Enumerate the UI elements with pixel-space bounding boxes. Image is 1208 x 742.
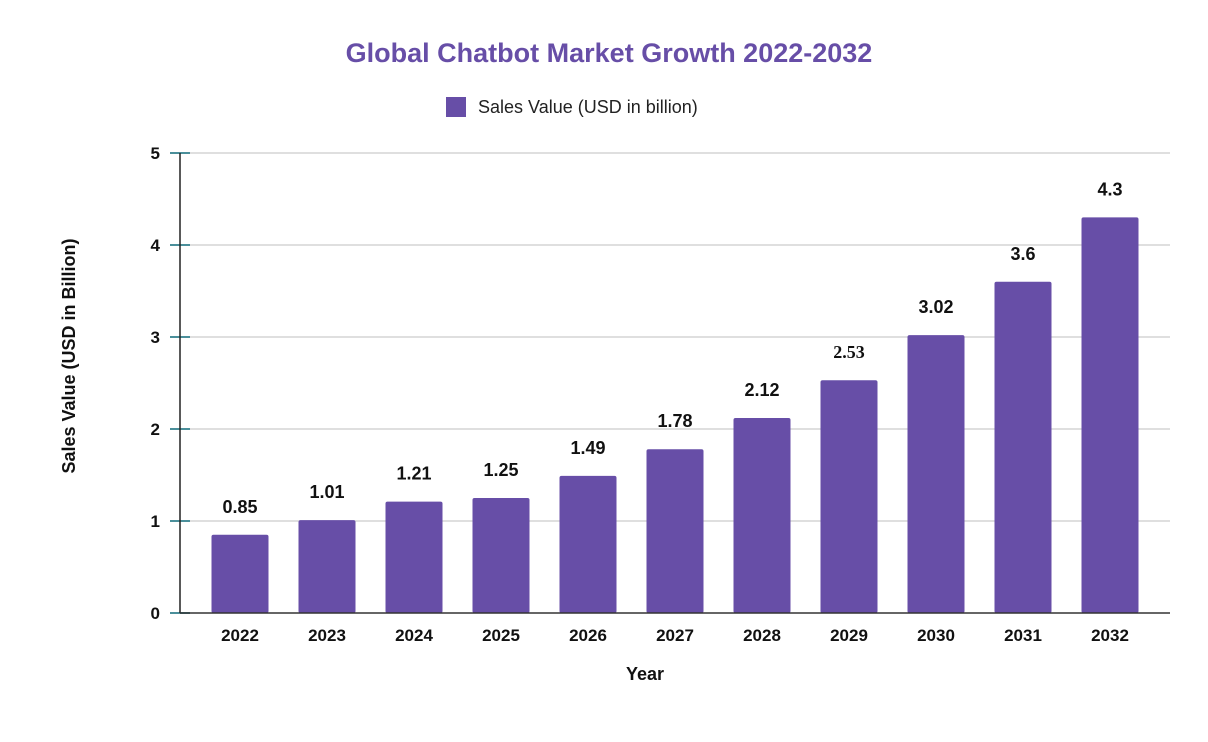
y-tick-label: 4 [151, 236, 161, 255]
x-tick-label: 2027 [656, 626, 694, 645]
y-tick-label: 1 [151, 512, 160, 531]
x-tick-label: 2026 [569, 626, 607, 645]
bar [472, 498, 530, 613]
x-tick-label: 2029 [830, 626, 868, 645]
data-label: 1.78 [657, 411, 692, 431]
bar [298, 520, 356, 613]
y-tick-label: 0 [151, 604, 160, 623]
data-label: 2.53 [833, 342, 865, 362]
data-label: 1.01 [309, 482, 344, 502]
x-tick-label: 2030 [917, 626, 955, 645]
legend-label: Sales Value (USD in billion) [478, 97, 698, 117]
data-label: 1.25 [483, 460, 518, 480]
x-tick-label: 2023 [308, 626, 346, 645]
bar [385, 501, 443, 613]
x-tick-label: 2024 [395, 626, 433, 645]
bar [820, 380, 878, 613]
y-tick-label: 5 [151, 144, 160, 163]
y-tick-label: 3 [151, 328, 160, 347]
x-tick-label: 2028 [743, 626, 781, 645]
chart-title: Global Chatbot Market Growth 2022-2032 [346, 38, 873, 68]
bar [559, 475, 617, 613]
x-tick-label: 2032 [1091, 626, 1129, 645]
x-tick-label: 2025 [482, 626, 520, 645]
bar [646, 449, 704, 613]
bar [1081, 217, 1139, 613]
x-tick-label: 2022 [221, 626, 259, 645]
x-tick-label: 2031 [1004, 626, 1042, 645]
x-axis-label: Year [626, 664, 664, 684]
data-label: 3.02 [918, 297, 953, 317]
legend-swatch [446, 97, 466, 117]
data-label: 3.6 [1010, 244, 1035, 264]
bar [994, 281, 1052, 613]
bar [211, 534, 269, 613]
data-label: 1.21 [396, 464, 431, 484]
data-label: 0.85 [222, 497, 257, 517]
data-label: 2.12 [744, 380, 779, 400]
y-axis-label: Sales Value (USD in Billion) [59, 238, 79, 473]
bar [733, 417, 791, 613]
y-tick-label: 2 [151, 420, 160, 439]
bar [907, 335, 965, 613]
data-label: 1.49 [570, 438, 605, 458]
data-label: 4.3 [1097, 179, 1122, 199]
